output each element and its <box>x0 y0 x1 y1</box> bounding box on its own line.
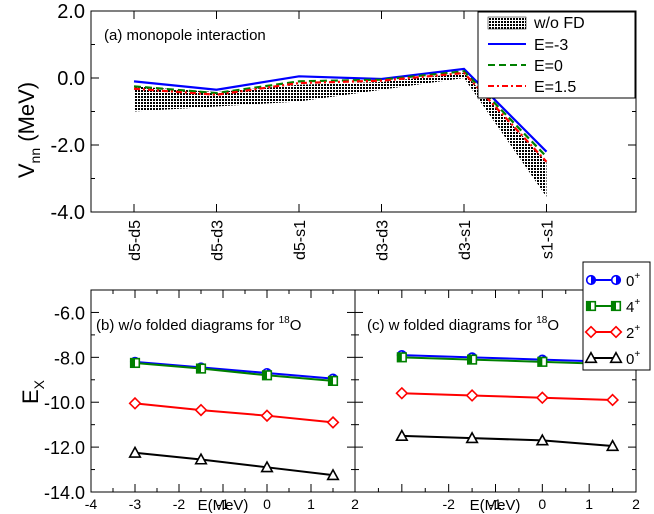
panel-b-y-ticks: -6.0 -8.0 -10.0 -12.0 -14.0 <box>44 303 636 503</box>
panel-b-label: (b) w/o folded diagrams for 18O <box>96 315 301 334</box>
b-point-3-1 <box>194 452 208 465</box>
b-point-1-2-fill <box>262 370 267 380</box>
b-point-3-2 <box>260 460 274 473</box>
panel-c-xlabel: E(MeV) <box>470 497 521 514</box>
legend-marker-3 <box>584 351 598 364</box>
b-ytick-label: -6.0 <box>54 303 85 323</box>
b-xtick-label: 1 <box>307 496 315 512</box>
b-point-1-3-fill <box>328 376 333 386</box>
panel-b-ylabel: EX <box>18 379 47 404</box>
panel-c: -2 -1 0 1 2 (c) w folded diagrams for 18O E(… <box>354 261 651 514</box>
b-ytick-label: -12.0 <box>44 438 85 458</box>
c-series-line-1 <box>401 356 613 366</box>
legend-label-sup-2: + <box>634 323 640 334</box>
b-xtick-label: -2 <box>173 496 186 512</box>
a-xtick-label: d5-d3 <box>210 220 227 261</box>
legend-marker-0-fill <box>591 275 596 285</box>
a-xtick-label: s1-s1 <box>540 220 557 259</box>
a-xtick-label: d5-d5 <box>127 220 144 261</box>
legend-label-e1-5: E=1.5 <box>534 79 576 96</box>
c-point-3-0 <box>395 428 409 441</box>
c-series-line-2 <box>401 392 613 401</box>
a-ytick-label: -2.0 <box>51 135 85 157</box>
legend-marker-b-3 <box>609 351 623 364</box>
legend-marker-b-0-fill <box>616 275 621 285</box>
panel-c-label: (c) w folded diagrams for 18O <box>367 315 559 334</box>
b-point-2-0 <box>128 396 142 410</box>
b-xtick-label: -1 <box>217 496 230 512</box>
b-series-line-3 <box>134 451 334 477</box>
c-series-line-0 <box>401 354 613 363</box>
a-ytick-label: -4.0 <box>51 202 85 224</box>
b-point-3-3 <box>326 468 340 481</box>
c-xtick-label: 0 <box>538 496 546 512</box>
panel-a: 2.0 0.0 -2.0 -4.0 d5-d5 d5-d3 d5-s1 d3-d3 d3-s1… <box>14 1 637 261</box>
b-xtick-label: 2 <box>351 496 359 512</box>
legend-marker-b-2 <box>609 325 623 339</box>
c-xtick-label: -1 <box>489 496 502 512</box>
legend-marker-b-1-fill <box>611 301 616 311</box>
a-xtick-label: d3-s1 <box>457 220 474 260</box>
c-point-1-2-fill <box>538 357 543 367</box>
legend-label-sup-3: + <box>634 349 640 360</box>
a-ytick-label: 2.0 <box>57 1 85 23</box>
c-point-2-0 <box>395 386 409 400</box>
b-ytick-label: -14.0 <box>44 483 85 503</box>
band-wo-fd-area <box>134 72 547 197</box>
b-ytick-label: -8.0 <box>54 348 85 368</box>
b-point-2-2 <box>260 409 274 423</box>
a-xtick-label: d5-s1 <box>292 220 309 260</box>
c-point-2-1 <box>465 389 479 402</box>
band-wo-fd <box>134 72 547 197</box>
b-series-line-1 <box>134 361 334 382</box>
b-xtick-label: -4 <box>85 496 98 512</box>
b-xtick-label: -3 <box>129 496 142 512</box>
b-point-2-3 <box>326 415 340 429</box>
panel-c-series <box>395 349 620 452</box>
legend-label-e0: E=0 <box>534 58 563 75</box>
panel-c-legend: 0+4+2+0+ <box>582 261 651 371</box>
a-xtick-label: d3-d3 <box>375 220 392 261</box>
legend-swatch-band <box>487 16 527 30</box>
b-series-line-0 <box>134 360 334 380</box>
panel-a-y-ticks: 2.0 0.0 -2.0 -4.0 <box>51 1 636 224</box>
panel-b-xlabel: E(MeV) <box>198 497 249 514</box>
b-series-line-2 <box>134 402 334 424</box>
c-point-3-3 <box>605 439 620 452</box>
c-point-2-3 <box>606 393 620 407</box>
b-point-2-1 <box>194 403 208 417</box>
panel-b: -6.0 -8.0 -10.0 -12.0 -14.0 -4 -3 -2 -1 0 1 2 (b) … <box>18 289 636 514</box>
c-xtick-label: 1 <box>585 496 593 512</box>
b-point-1-0-fill <box>130 358 135 368</box>
series-line-1 <box>133 70 548 158</box>
c-xtick-label: 2 <box>632 496 640 512</box>
c-point-3-1 <box>465 431 479 444</box>
panel-a-x-ticks: d5-d5 d5-d3 d5-s1 d3-d3 d3-s1 s1-s1 <box>127 11 557 261</box>
panel-a-label: (a) monopole interaction <box>104 27 266 44</box>
legend-label-band: w/o FD <box>533 15 585 32</box>
panel-b-series <box>128 356 340 481</box>
c-point-1-0-fill <box>397 353 402 362</box>
legend-marker-1-fill <box>586 301 591 311</box>
c-point-3-2 <box>535 433 549 446</box>
b-xtick-label: 0 <box>263 496 271 512</box>
b-ytick-label: -10.0 <box>44 393 85 413</box>
c-series-line-3 <box>401 434 613 447</box>
panel-b-x-ticks: -4 -3 -2 -1 0 1 2 <box>85 290 359 512</box>
b-point-1-1-fill <box>196 364 201 373</box>
legend-label-sup-1: + <box>634 297 640 308</box>
legend-label-sup-0: + <box>634 271 640 282</box>
c-point-2-2 <box>535 391 549 405</box>
panel-a-ylabel: Vnn (MeV) <box>14 82 43 178</box>
a-ytick-label: 0.0 <box>57 68 85 90</box>
legend-label-e-3: E=-3 <box>534 37 568 54</box>
b-point-3-0 <box>128 445 142 458</box>
c-xtick-label: -2 <box>442 496 455 512</box>
panel-a-legend: w/o FD E=-3 E=0 E=1.5 <box>477 11 636 99</box>
c-point-1-1-fill <box>467 355 473 364</box>
legend-marker-2 <box>584 325 598 339</box>
